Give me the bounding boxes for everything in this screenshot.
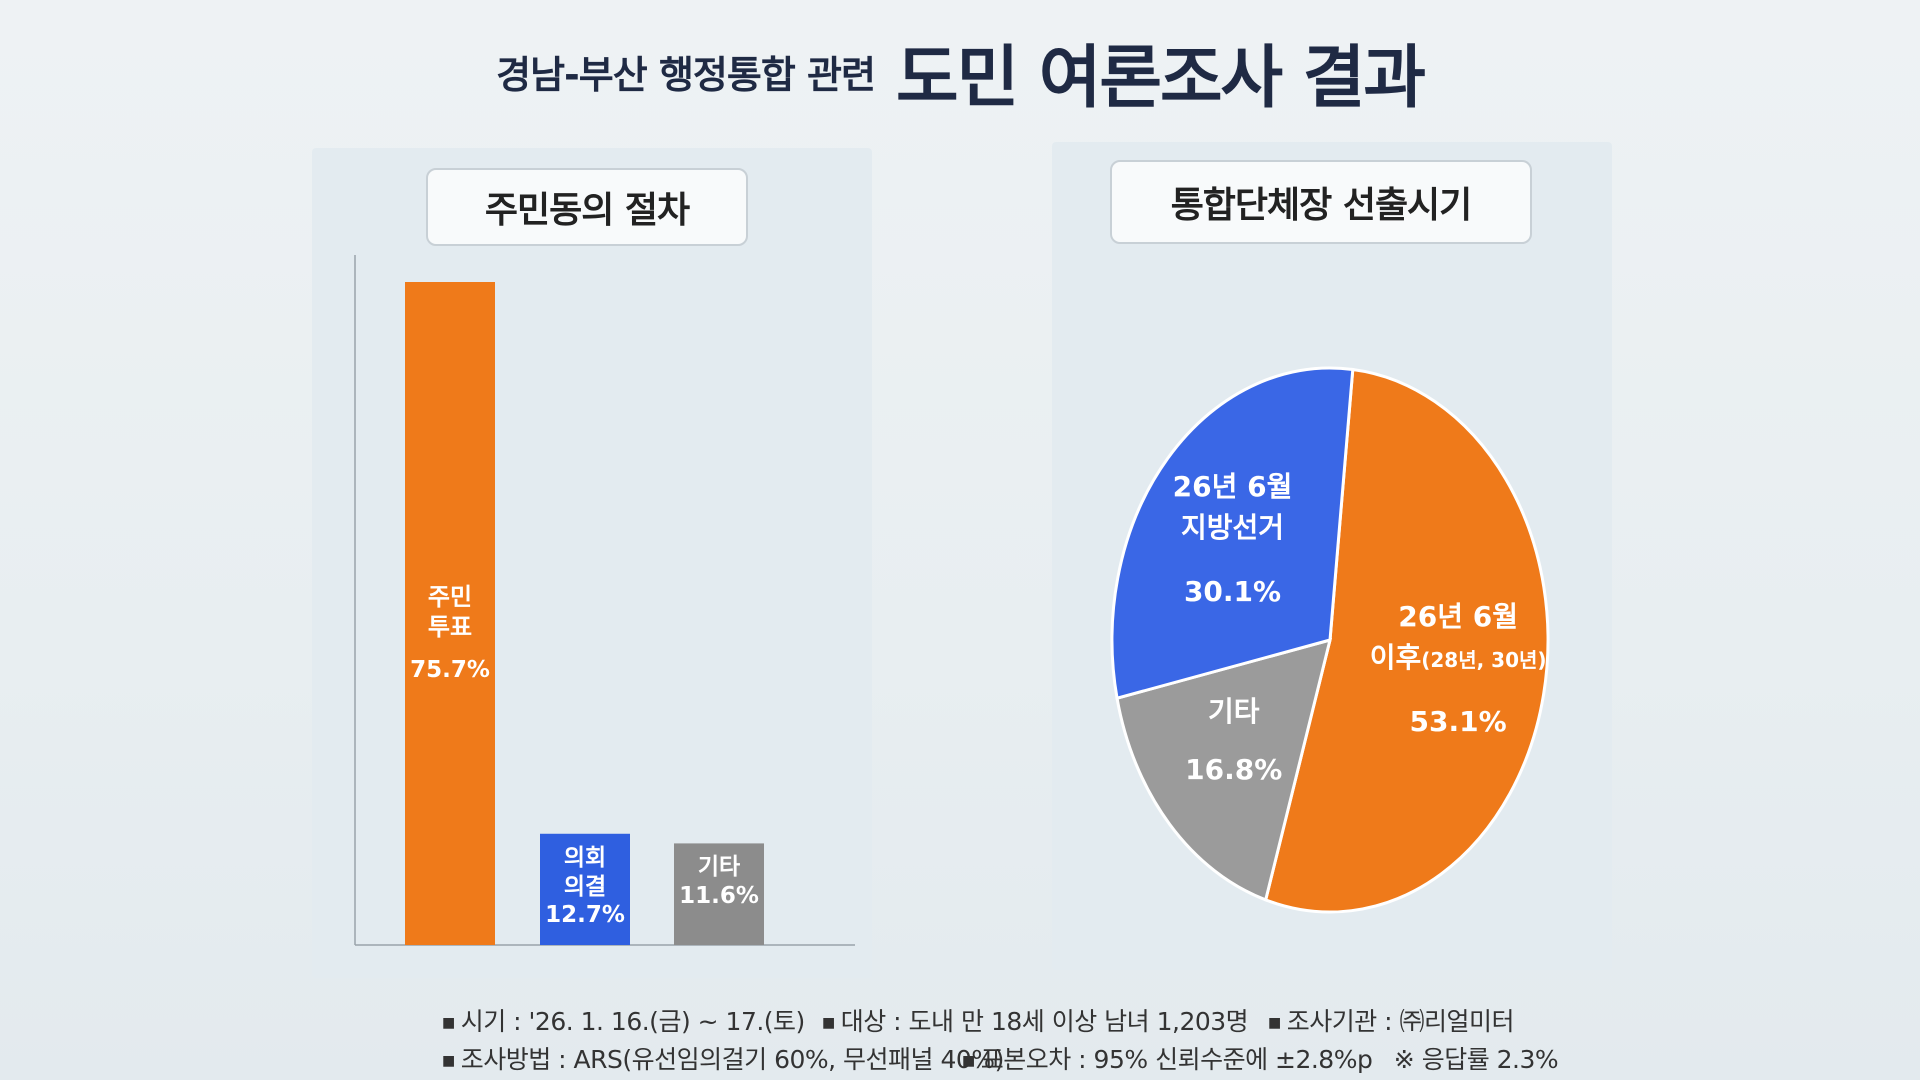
bar-label-1: 주민 투표 75.7% xyxy=(410,583,490,683)
footnote-agency: ■ 조사기관 : ㈜리얼미터 xyxy=(1268,1007,1515,1036)
bar-label-2: 의회 의결 12.7% xyxy=(545,844,625,929)
pie-slice-label-2: 기타 16.8% xyxy=(1185,694,1283,787)
page-subtitle: 경남-부산 행정통합 관련 xyxy=(496,53,876,97)
footnote-error: ■ 표본오차 : 95% 신뢰수준에 ±2.8%p ※ 응답률 2.3% xyxy=(962,1045,1559,1074)
pie-slice-1 xyxy=(1263,367,1550,914)
bullet-icon: ■ xyxy=(442,1015,455,1031)
bar-1 xyxy=(405,282,495,945)
page-title: 경남-부산 행정통합 관련 도민 여론조사 결과 xyxy=(0,22,1920,121)
bullet-icon: ■ xyxy=(962,1053,975,1069)
bar-chart-title: 주민동의 절차 xyxy=(426,168,748,246)
page-main-title: 도민 여론조사 결과 xyxy=(896,39,1426,118)
footnote-target: ■ 대상 : 도내 만 18세 이상 남녀 1,203명 xyxy=(822,1007,1249,1036)
pie-chart-title: 통합단체장 선출시기 xyxy=(1110,160,1532,244)
bar-2 xyxy=(540,833,630,945)
footnote-period: ■ 시기 : '26. 1. 16.(금) ~ 17.(토) xyxy=(442,1007,805,1036)
footnote-response-rate: ※ 응답률 2.3% xyxy=(1393,1045,1559,1074)
bullet-icon: ■ xyxy=(822,1015,835,1031)
bullet-icon: ■ xyxy=(1268,1015,1281,1031)
bar-3 xyxy=(674,843,764,945)
footnote-method: ■ 조사방법 : ARS(유선임의걸기 60%, 무선패널 40%) xyxy=(442,1045,1004,1074)
pie-slice-2 xyxy=(1115,637,1333,902)
bar-label-3: 기타 11.6% xyxy=(679,854,759,910)
pie-slice-label-1: 26년 6월 이후(28년, 30년) 53.1% xyxy=(1369,600,1547,739)
pie-slice-label-3: 26년 6월 지방선거 30.1% xyxy=(1172,470,1293,609)
bullet-icon: ■ xyxy=(442,1053,455,1069)
pie-slice-3 xyxy=(1110,366,1355,701)
